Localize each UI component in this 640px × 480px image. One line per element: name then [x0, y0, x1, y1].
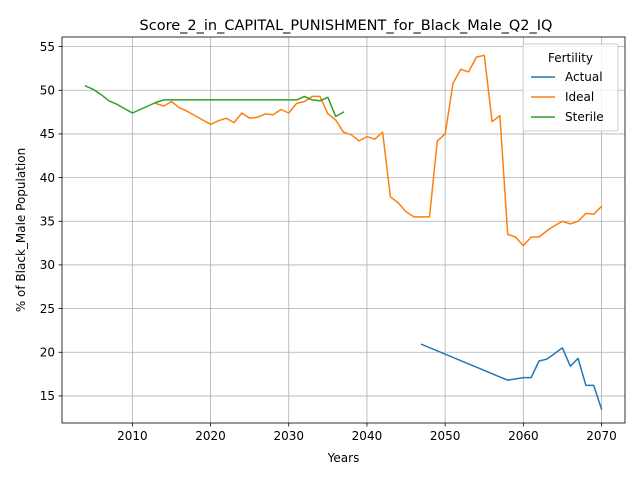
- y-tick-label: 25: [40, 302, 55, 316]
- x-tick-label: 2060: [508, 429, 539, 443]
- y-tick-label: 35: [40, 215, 55, 229]
- y-tick-label: 15: [40, 389, 55, 403]
- x-tick-label: 2030: [273, 429, 304, 443]
- series-line-ideal: [154, 54, 603, 247]
- series-line-sterile: [84, 84, 345, 118]
- legend-label-sterile: Sterile: [565, 110, 604, 124]
- grid-lines: [62, 37, 625, 423]
- y-tick-label: 50: [40, 84, 55, 98]
- legend: Fertility Actual Ideal Sterile: [522, 43, 619, 132]
- y-axis-label: % of Black_Male Population: [14, 148, 28, 312]
- series-line-actual: [420, 343, 603, 410]
- y-tick-label: 40: [40, 171, 55, 185]
- x-tick-label: 2050: [430, 429, 461, 443]
- x-tick-label: 2020: [195, 429, 226, 443]
- x-tick-label: 2040: [352, 429, 383, 443]
- y-tick-label: 55: [40, 40, 55, 54]
- plot-area-frame: [61, 36, 626, 424]
- x-tick-label: 2070: [586, 429, 617, 443]
- series-lines: [84, 54, 603, 410]
- legend-title: Fertility: [548, 51, 593, 65]
- legend-label-ideal: Ideal: [565, 90, 594, 104]
- chart-title: Score_2_in_CAPITAL_PUNISHMENT_for_Black_…: [140, 18, 553, 34]
- y-tick-label: 30: [40, 258, 55, 272]
- y-tick-label: 20: [40, 346, 55, 360]
- x-axis-label: Years: [327, 451, 360, 465]
- legend-label-actual: Actual: [565, 70, 603, 84]
- axis-ticks: 2010 2020 2030 2040 2050 2060 2070 15 20 25 30 35 40…: [40, 40, 617, 443]
- x-tick-label: 2010: [117, 429, 148, 443]
- legend-box: [522, 43, 619, 132]
- y-tick-label: 45: [40, 127, 55, 141]
